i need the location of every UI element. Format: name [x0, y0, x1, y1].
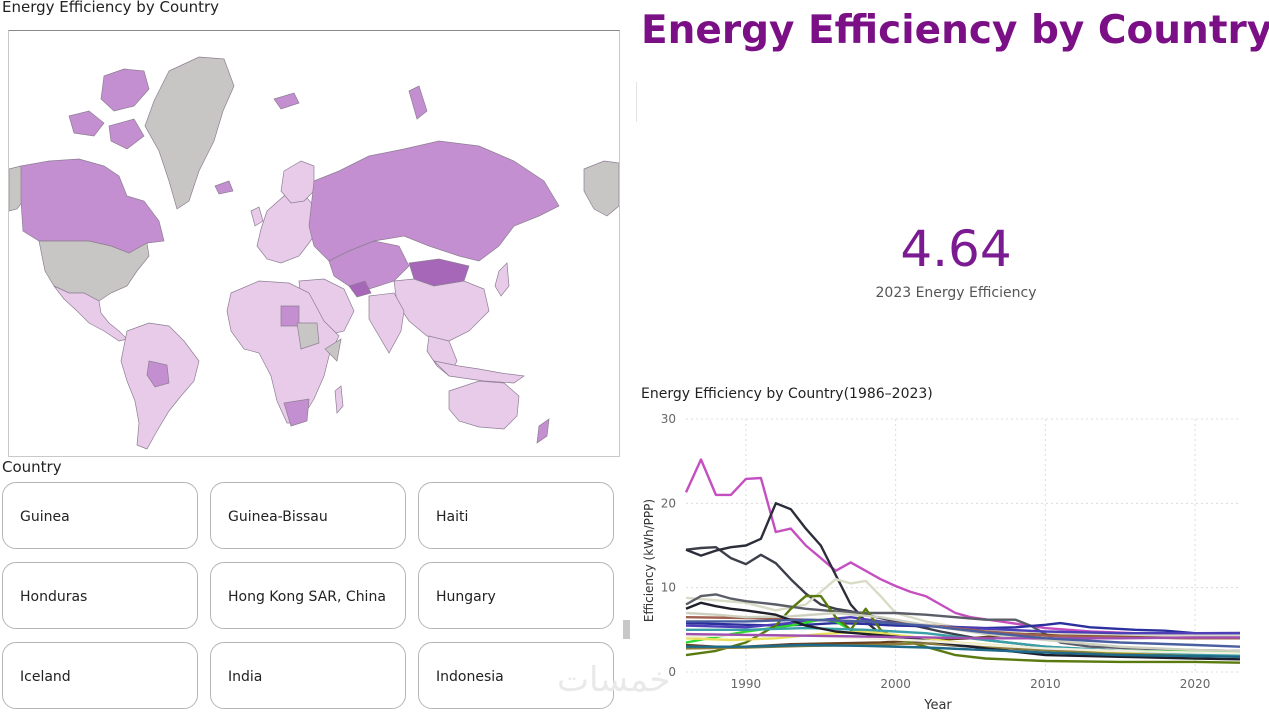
slicer-item-label: Hungary — [436, 589, 496, 605]
map-region-arctic-islands-2[interactable] — [68, 110, 105, 137]
map-region-mexico[interactable] — [53, 285, 128, 342]
slicer-title: Country — [2, 458, 62, 476]
map-region-canada[interactable] — [20, 158, 165, 254]
slicer-item-label: Haiti — [436, 509, 469, 525]
map-region-alaska[interactable] — [9, 165, 24, 212]
slicer-item[interactable]: Hungary — [418, 562, 614, 629]
kpi-value: 4.64 — [900, 220, 1012, 278]
y-tick-label: 20 — [661, 496, 676, 510]
map-region-australia[interactable] — [448, 380, 520, 430]
slicer-item[interactable]: Indonesia — [418, 642, 614, 709]
y-axis-label: Efficiency (kWh/PPP) — [642, 499, 656, 622]
map-region-china[interactable] — [393, 278, 490, 342]
map-region-somalia[interactable] — [324, 338, 342, 362]
series-line — [685, 601, 1241, 661]
slicer-item[interactable]: Iceland — [2, 642, 198, 709]
series-line — [686, 643, 1241, 658]
slicer-item-label: Iceland — [20, 669, 71, 685]
series-line — [685, 611, 1241, 653]
map-region-iceland[interactable] — [214, 180, 234, 195]
map-region-libya[interactable] — [280, 305, 300, 327]
slicer-item[interactable]: Guinea-Bissau — [210, 482, 406, 549]
slicer-item[interactable]: India — [210, 642, 406, 709]
slicer-item-label: India — [228, 669, 263, 685]
map-region-india[interactable] — [368, 292, 405, 354]
map-region-novaya-zemlya[interactable] — [408, 85, 428, 120]
map-region-far-east[interactable] — [583, 160, 619, 217]
x-tick-label: 2000 — [880, 677, 911, 691]
line-chart[interactable]: 0 10 20 30 1990 2000 2010 2020 Year Efficiency (k… — [636, 405, 1266, 711]
map-region-uk[interactable] — [250, 206, 264, 227]
map-region-indonesia[interactable] — [432, 360, 525, 384]
page-title: Energy Efficiency by Country — [641, 8, 1269, 53]
map-region-south-america-inner[interactable] — [146, 360, 170, 388]
slicer-item-label: Guinea-Bissau — [228, 509, 328, 525]
slicer-item-label: Guinea — [20, 509, 70, 525]
map-region-russia[interactable] — [308, 140, 560, 262]
map-title: Energy Efficiency by Country — [2, 0, 220, 16]
series-line — [684, 458, 1240, 637]
map-region-sudan[interactable] — [296, 322, 320, 350]
series-line — [685, 594, 1241, 664]
series-line — [685, 578, 1240, 637]
watermark: خمسات — [557, 660, 671, 700]
map-region-kazakh[interactable] — [348, 280, 372, 298]
x-tick-label: 2020 — [1180, 677, 1211, 691]
map-region-new-zealand[interactable] — [536, 418, 550, 444]
series-line — [685, 632, 1240, 640]
map-region-arctic-islands[interactable] — [100, 68, 150, 112]
kpi-label: 2023 Energy Efficiency — [875, 285, 1037, 301]
slicer-item-label: Indonesia — [436, 669, 504, 685]
map-region-southern-africa[interactable] — [283, 398, 310, 427]
slicer-item[interactable]: Honduras — [2, 562, 198, 629]
divider — [636, 82, 637, 122]
chart-title: Energy Efficiency by Country(1986–2023) — [641, 386, 933, 402]
map-region-scandinavia[interactable] — [280, 160, 315, 204]
slicer-scrollbar[interactable] — [623, 620, 630, 639]
slicer-item-label: Hong Kong SAR, China — [228, 589, 386, 605]
world-map[interactable] — [8, 30, 620, 457]
series-line — [685, 593, 1241, 653]
slicer-item-label: Honduras — [20, 589, 88, 605]
map-region-arctic-islands-3[interactable] — [108, 118, 145, 150]
map-region-japan[interactable] — [494, 262, 510, 297]
slicer-item[interactable]: Haiti — [418, 482, 614, 549]
series-line — [686, 618, 1241, 648]
world-map-svg[interactable] — [9, 31, 619, 456]
y-tick-label: 10 — [661, 581, 676, 595]
x-tick-label: 2010 — [1030, 677, 1061, 691]
x-axis-label: Year — [923, 698, 952, 711]
map-region-south-america[interactable] — [120, 322, 200, 450]
map-region-central-asia[interactable] — [328, 240, 410, 290]
y-tick-label: 0 — [668, 665, 676, 679]
x-tick-label: 1990 — [731, 677, 762, 691]
map-region-greenland[interactable] — [144, 56, 235, 210]
slicer-item[interactable]: Guinea — [2, 482, 198, 549]
map-region-madagascar[interactable] — [334, 385, 344, 414]
y-tick-label: 30 — [661, 412, 676, 426]
map-region-svalbard[interactable] — [273, 92, 300, 110]
slicer-item[interactable]: Hong Kong SAR, China — [210, 562, 406, 629]
